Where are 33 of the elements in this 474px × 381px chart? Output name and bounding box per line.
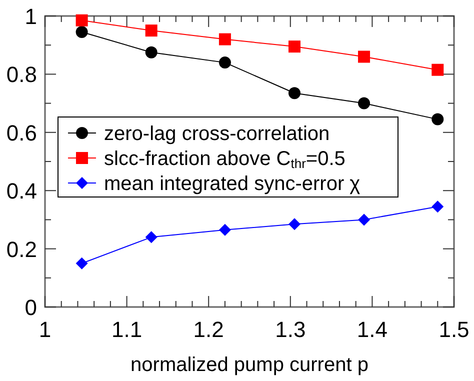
y-tick-label: 0.8 <box>6 62 37 88</box>
point <box>432 200 444 213</box>
y-tick-label: 0 <box>24 295 37 320</box>
point <box>218 56 231 69</box>
point <box>358 50 370 63</box>
x-tick-label: 1.1 <box>112 317 142 342</box>
point <box>218 33 231 46</box>
point <box>288 218 300 230</box>
point <box>76 26 88 38</box>
legend-label: zero-lag cross-correlation <box>104 123 330 145</box>
x-tick-label: 1.3 <box>275 317 306 342</box>
point <box>432 113 444 126</box>
x-tick-label: 1.5 <box>438 317 470 342</box>
legend-label: slcc-fraction above C$_{thr}$=0.5 <box>104 148 346 172</box>
point <box>145 24 158 37</box>
point <box>358 97 370 110</box>
y-tick-label: 0.6 <box>6 120 37 146</box>
point <box>76 14 88 26</box>
y-tick-label: 0.2 <box>6 236 37 262</box>
legend-label: mean integrated sync-error χ <box>104 173 361 195</box>
x-axis-title: normalized pump current p <box>130 354 368 376</box>
point <box>145 231 158 244</box>
point <box>358 214 370 226</box>
point <box>288 87 300 100</box>
x-tick-label: 1.2 <box>193 317 224 342</box>
x-tick-label: 1.4 <box>356 317 388 342</box>
point <box>76 257 88 270</box>
point <box>145 46 158 58</box>
point <box>288 40 300 53</box>
point <box>218 224 231 236</box>
y-tick-label: 0.4 <box>6 178 37 204</box>
y-tick-label: 1 <box>24 4 37 29</box>
point <box>432 64 444 76</box>
